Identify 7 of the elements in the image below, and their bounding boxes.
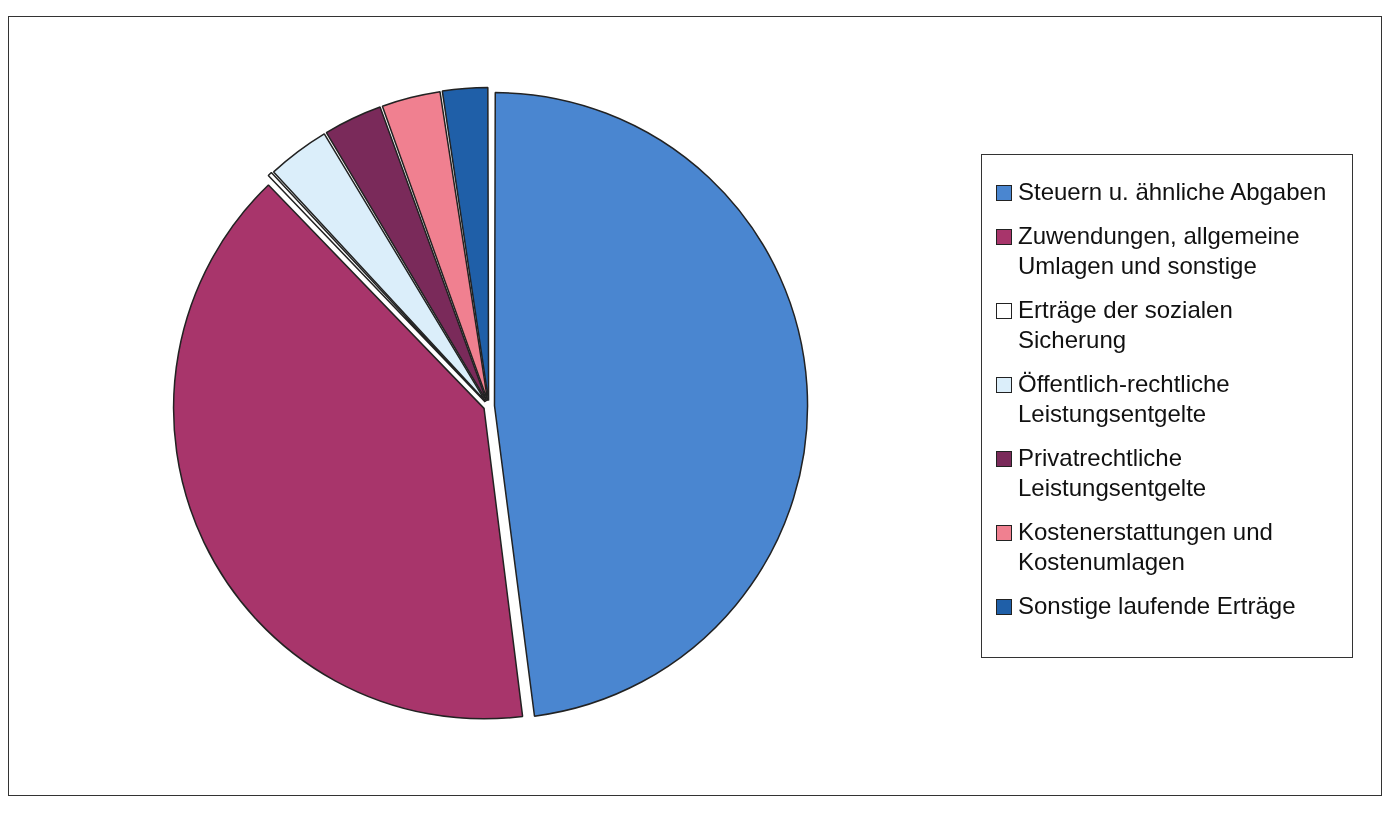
legend-label: Privatrechtliche Leistungsentgelte — [1018, 443, 1208, 503]
legend-label: Zuwendungen, allgemeine Umlagen und sonstige — [1018, 221, 1301, 281]
legend-label: Erträge der sozialen Sicherung — [1018, 295, 1234, 355]
legend-label: Kostenerstattungen und Kostenumlagen — [1018, 517, 1274, 577]
legend-label: Steuern u. ähnliche Abgaben — [1018, 177, 1327, 207]
legend-label: Sonstige laufende Erträge — [1018, 591, 1296, 621]
legend-label: Öffentlich-rechtliche Leistungsentgelte — [1018, 369, 1231, 429]
